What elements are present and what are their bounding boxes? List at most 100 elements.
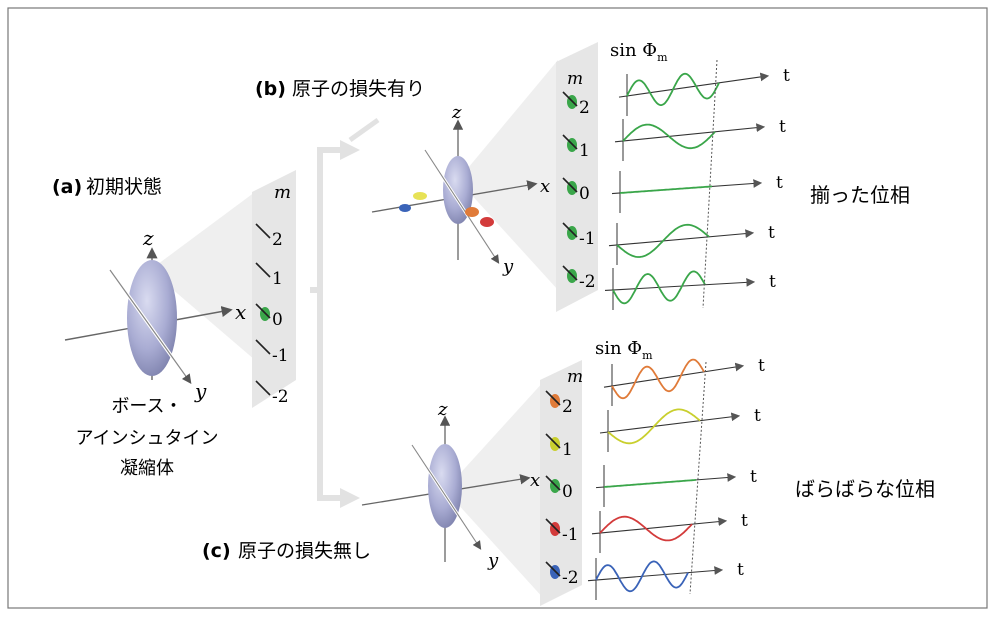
waves-c: t t t t t xyxy=(587,356,765,600)
screen-a-m-value-0: 0 xyxy=(272,310,283,330)
y-axis-c xyxy=(411,444,482,550)
screen-a-stripe-m-2 xyxy=(255,380,271,396)
branch-arrow-to-c xyxy=(317,290,348,501)
screen-a-stripe-m0 xyxy=(255,303,271,319)
screen-c-stripe-m2 xyxy=(545,390,561,406)
screen-c-m-value-2: 2 xyxy=(562,397,573,417)
panel-c-side-label: ばらばらな位相 xyxy=(795,477,935,501)
beam-cone-c xyxy=(445,380,545,600)
panel-c: (c) 原子の損失無し z x y m 210-1-2 sin Φm ttttt… xyxy=(202,338,935,606)
sync-line-c xyxy=(689,361,707,595)
atom-orange-b xyxy=(465,207,479,217)
panel-b-title: 原子の損失有り xyxy=(292,78,425,100)
screen-b-stripe-m-1 xyxy=(562,222,578,238)
screen-b-marks: 2 1 0 -1 -2 xyxy=(562,91,596,292)
atom-red-b xyxy=(480,217,494,227)
x-label-b: x xyxy=(540,176,550,197)
panel-c-tag: (c) xyxy=(202,540,231,562)
screen-b-stripe-m0 xyxy=(562,177,578,193)
figure-frame xyxy=(7,7,988,609)
waves-b-t-label-m-1: t xyxy=(768,223,775,243)
waves-c-axis-m2 xyxy=(603,362,745,388)
y-axis-a xyxy=(109,269,192,384)
screen-c-stripe-m-1 xyxy=(545,518,561,534)
z-label-a: z xyxy=(142,226,154,250)
x-label-c: x xyxy=(530,470,540,491)
waves-c-axis-m-2 xyxy=(587,566,724,582)
panel-b-side-label: 揃った位相 xyxy=(810,183,910,207)
caption-line-1: ボース・ xyxy=(111,396,182,417)
branch-arrow-to-b xyxy=(310,147,348,293)
m-label-a: m xyxy=(274,182,291,203)
beam-cone-a xyxy=(150,192,255,360)
waves-c-wave-m0 xyxy=(603,479,697,488)
screen-c-stripe-m0 xyxy=(545,475,561,491)
screen-a-stripe-m-1 xyxy=(255,339,271,355)
sync-line-b xyxy=(702,59,718,309)
screen-a-m-value-1: 1 xyxy=(272,269,283,289)
waves-b-wave-m2 xyxy=(626,72,720,106)
waves-c-t-label-m-1: t xyxy=(741,511,748,531)
bec-ellipsoid-a xyxy=(127,260,177,376)
screen-b-m-value--2: -2 xyxy=(579,272,596,292)
waves-c-t-label-m0: t xyxy=(750,467,757,487)
sin-phi-label-c: sin Φm xyxy=(595,338,653,362)
screen-b-m-value--1: -1 xyxy=(579,229,596,249)
screen-c xyxy=(540,360,582,606)
screen-a-stripe-m2 xyxy=(255,223,271,239)
waves-b-t-label-m0: t xyxy=(776,173,783,193)
screen-c-marks: 2 1 0 -1 -2 xyxy=(545,390,579,588)
screen-c-stripe-m-2 xyxy=(545,561,561,577)
screen-b-m-value-1: 1 xyxy=(579,141,590,161)
waves-b-axis-m2 xyxy=(618,72,770,98)
screen-a xyxy=(252,170,296,408)
waves-c-wave-m1 xyxy=(607,408,701,445)
screen-c-m-value--1: -1 xyxy=(562,525,579,545)
screen-b xyxy=(556,42,598,312)
screen-a-stripe-m1 xyxy=(255,262,271,278)
panel-c-title: 原子の損失無し xyxy=(238,540,371,562)
waves-c-axis-m-1 xyxy=(591,517,728,535)
waves-b-t-label-m-2: t xyxy=(769,272,776,292)
z-label-b: z xyxy=(451,102,462,123)
m-label-c: m xyxy=(567,367,583,387)
waves-c-wave-m2 xyxy=(611,358,705,400)
y-label-b: y xyxy=(502,256,514,277)
waves-c-axis-m1 xyxy=(599,412,741,434)
panel-b-tag: (b) xyxy=(255,78,286,100)
panel-a-tag: (a) xyxy=(52,176,82,198)
screen-c-m-value-0: 0 xyxy=(562,482,573,502)
screen-b-m-value-2: 2 xyxy=(579,98,590,118)
screen-a-m-value-2: 2 xyxy=(272,230,283,250)
bec-ellipsoid-b xyxy=(443,156,473,224)
y-axis-b xyxy=(424,149,500,264)
caption-line-2: アインシュタイン xyxy=(75,428,218,449)
screen-b-m-value-0: 0 xyxy=(579,184,590,204)
waves-b-t-label-m1: t xyxy=(779,117,786,137)
screen-c-stripe-m1 xyxy=(545,433,561,449)
screen-b-stripe-m-2 xyxy=(562,265,578,281)
atom-blue-b xyxy=(399,204,411,212)
waves-b-wave-m1 xyxy=(622,123,716,150)
waves-b-axis-m1 xyxy=(614,123,766,143)
x-label-a: x xyxy=(235,300,246,324)
waves-b-axis-m-1 xyxy=(608,229,755,247)
waves-b-t-label-m2: t xyxy=(783,66,790,86)
branch-arrows xyxy=(310,117,380,508)
m-label-b: m xyxy=(567,69,583,89)
sin-phi-label-b: sin Φm xyxy=(610,40,668,64)
waves-b-axis-m-2 xyxy=(604,277,756,292)
panel-a: (a) 初期状態 z x y m 2 1 0 -1 -2 ボース・ アインシュタイン 凝… xyxy=(52,170,296,479)
waves-c-wave-m-2 xyxy=(595,560,689,593)
screen-c-m-value-1: 1 xyxy=(562,440,573,460)
panel-a-title: 初期状態 xyxy=(86,176,162,198)
panel-b: (b) 原子の損失有り z x y m 2 1 0 -1 -2 sin Φm t t t t t… xyxy=(255,40,910,312)
y-label-a: y xyxy=(194,379,207,403)
y-label-c: y xyxy=(487,550,499,571)
waves-c-t-label-m1: t xyxy=(754,406,761,426)
waves-b-wave-m-2 xyxy=(612,270,706,305)
waves-c-t-label-m2: t xyxy=(758,356,765,376)
branch-arrow-b-diag xyxy=(348,117,380,143)
waves-b-wave-m-1 xyxy=(616,223,710,258)
